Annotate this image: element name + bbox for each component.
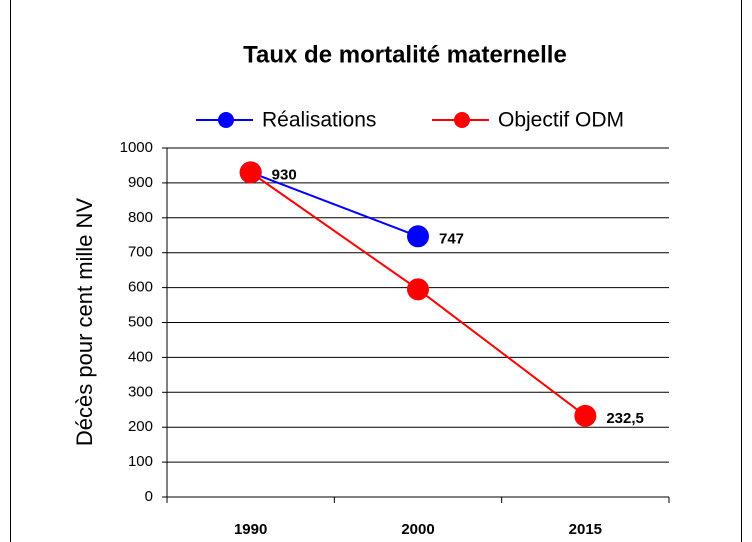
y-axis-label: Décès pour cent mille NV (72, 198, 97, 447)
x-tick-label: 1990 (234, 521, 267, 538)
data-point (239, 161, 262, 184)
data-point (574, 404, 597, 427)
legend-label: Objectif ODM (498, 109, 624, 132)
legend-marker (218, 112, 234, 128)
y-tick-label: 100 (128, 453, 153, 470)
data-point (407, 225, 429, 248)
x-tick-label: 2000 (401, 521, 434, 538)
y-tick-label: 0 (145, 488, 153, 505)
series-line (250, 171, 419, 238)
y-tick-label: 500 (128, 313, 153, 330)
y-tick-label: 400 (128, 348, 153, 365)
legend-marker (454, 112, 470, 128)
y-tick-label: 200 (128, 418, 153, 435)
y-tick-label: 1000 (120, 139, 153, 156)
chart-title: Taux de mortalité maternelle (243, 41, 567, 68)
chart-frame (10, 0, 742, 542)
x-tick-label: 2015 (569, 521, 602, 538)
y-tick-label: 900 (128, 174, 153, 191)
data-label: 747 (439, 230, 464, 247)
y-tick-label: 700 (128, 244, 153, 261)
data-label: 232,5 (606, 410, 644, 427)
y-tick-label: 300 (128, 383, 153, 400)
y-tick-label: 600 (128, 279, 153, 296)
data-label: 930 (272, 166, 297, 183)
y-tick-label: 800 (128, 209, 153, 226)
data-point (407, 278, 429, 301)
legend-label: Réalisations (262, 109, 376, 132)
